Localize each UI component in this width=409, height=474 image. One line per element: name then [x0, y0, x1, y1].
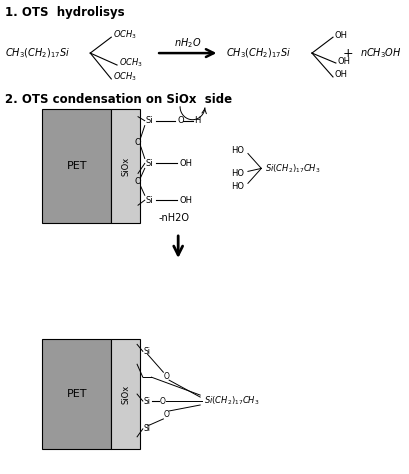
Text: 2. OTS condensation on SiOx  side: 2. OTS condensation on SiOx side [5, 93, 232, 106]
Text: Si: Si [146, 196, 153, 205]
Text: Si: Si [144, 424, 151, 433]
Text: O: O [163, 410, 169, 419]
Text: Si: Si [144, 347, 151, 356]
Text: $+$: $+$ [342, 46, 353, 60]
Text: PET: PET [67, 161, 87, 171]
Text: $nCH_3OH$: $nCH_3OH$ [360, 46, 402, 60]
Text: Si: Si [146, 159, 153, 168]
Text: $OCH_3$: $OCH_3$ [113, 71, 137, 83]
Text: OH: OH [179, 159, 192, 168]
Text: $CH_3(CH_2)_{17}Si$: $CH_3(CH_2)_{17}Si$ [226, 46, 291, 60]
Bar [111, 109, 140, 223]
Text: 1. OTS  hydrolisys: 1. OTS hydrolisys [5, 6, 125, 19]
Text: O: O [160, 397, 166, 406]
Bar [43, 339, 111, 449]
Text: OH: OH [335, 31, 348, 40]
Text: O: O [163, 372, 169, 381]
Text: H: H [194, 116, 201, 125]
Text: SiOx: SiOx [121, 384, 130, 404]
Text: OH: OH [335, 71, 348, 80]
Text: $nH_2O$: $nH_2O$ [174, 36, 202, 50]
Text: -nH2O: -nH2O [158, 213, 189, 223]
Text: HO: HO [231, 146, 244, 155]
Text: $OCH_3$: $OCH_3$ [119, 57, 143, 69]
Text: OH: OH [179, 196, 192, 205]
Text: PET: PET [67, 389, 87, 399]
Text: O: O [177, 116, 184, 125]
Text: $Si(CH_2)_{17}CH_3$: $Si(CH_2)_{17}CH_3$ [204, 395, 260, 407]
Text: $Si(CH_2)_{17}CH_3$: $Si(CH_2)_{17}CH_3$ [265, 162, 321, 174]
Text: Si: Si [146, 116, 153, 125]
Text: Si: Si [144, 397, 151, 406]
Text: $CH_3(CH_2)_{17}Si$: $CH_3(CH_2)_{17}Si$ [5, 46, 70, 60]
Text: O: O [135, 137, 142, 146]
Text: HO: HO [231, 169, 244, 178]
Text: SiOx: SiOx [121, 156, 130, 175]
Bar [111, 339, 140, 449]
Text: O: O [135, 177, 142, 186]
Bar [43, 109, 111, 223]
Text: OH: OH [338, 56, 351, 65]
Text: $OCH_3$: $OCH_3$ [113, 29, 137, 41]
Text: HO: HO [231, 182, 244, 191]
